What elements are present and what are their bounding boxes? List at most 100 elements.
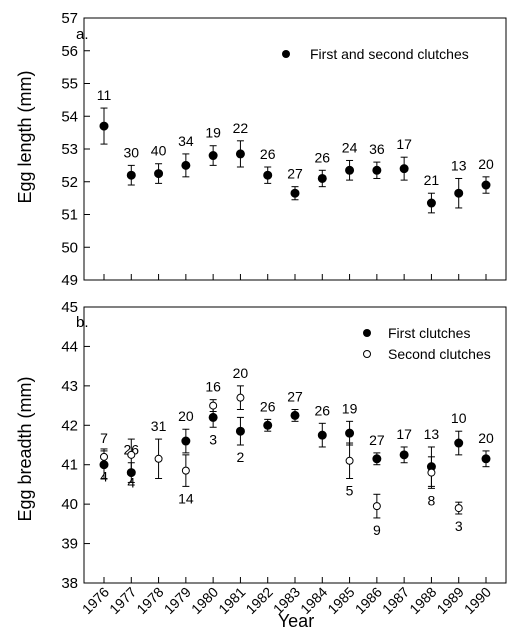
sample-size-label: 40 xyxy=(151,143,167,159)
data-point-open xyxy=(372,502,381,511)
x-tick-label: 1977 xyxy=(106,584,139,617)
x-tick-label: 1982 xyxy=(242,584,275,617)
sample-size-label: 20 xyxy=(478,430,494,446)
data-point-filled xyxy=(399,164,409,174)
sample-size-label: 30 xyxy=(123,144,139,160)
sample-size-label: 26 xyxy=(314,402,330,418)
sample-size-label: 3 xyxy=(209,431,217,447)
data-point-filled xyxy=(126,170,136,180)
sample-size-label: 27 xyxy=(287,166,303,182)
y-tick-label: 49 xyxy=(61,272,78,289)
x-tick-label: 1990 xyxy=(461,584,494,617)
data-point-filled xyxy=(263,420,273,430)
data-point-open xyxy=(427,468,436,477)
y-tick-label: 39 xyxy=(61,536,78,553)
data-point-filled xyxy=(181,436,191,446)
legend-label-second-clutches: Second clutches xyxy=(388,346,491,362)
sample-size-label: 5 xyxy=(346,483,354,499)
panel-b-legend: First clutches Second clutches xyxy=(363,325,491,362)
panel-b-label: b. xyxy=(76,314,89,331)
data-point-filled xyxy=(99,121,109,131)
legend-label-first-clutches: First clutches xyxy=(388,325,470,341)
sample-size-label: 26 xyxy=(260,146,276,162)
data-point-filled xyxy=(345,165,355,175)
legend-open-marker xyxy=(363,350,371,358)
sample-size-label: 19 xyxy=(342,400,358,416)
sample-size-label: 4 xyxy=(100,469,108,485)
sample-size-label: 26 xyxy=(314,149,330,165)
data-point-filled xyxy=(208,412,218,422)
sample-size-label: 20 xyxy=(178,408,194,424)
data-point-filled xyxy=(181,160,191,170)
data-point-open xyxy=(181,466,190,475)
data-point-filled xyxy=(481,180,491,190)
data-point-filled xyxy=(263,170,273,180)
data-point-filled xyxy=(290,410,300,420)
panel-a-label: a. xyxy=(76,26,89,43)
legend-filled-marker xyxy=(282,50,290,58)
data-point-open xyxy=(154,454,163,463)
data-point-open xyxy=(454,504,463,513)
sample-size-label: 19 xyxy=(205,125,221,141)
sample-size-label: 2 xyxy=(237,449,245,465)
legend-label-first-and-second: First and second clutches xyxy=(310,46,469,62)
data-point-open xyxy=(127,450,136,459)
panel-a-y-axis-title: Egg length (mm) xyxy=(15,70,35,203)
data-point-open xyxy=(345,456,354,465)
sample-size-label: 31 xyxy=(151,418,167,434)
data-point-filled xyxy=(208,151,218,161)
y-tick-label: 44 xyxy=(61,338,78,355)
sample-size-label: 13 xyxy=(451,157,467,173)
y-tick-label: 54 xyxy=(61,108,78,125)
y-tick-label: 43 xyxy=(61,378,78,395)
panel-a-legend: First and second clutches xyxy=(282,46,469,62)
sample-size-label: 14 xyxy=(178,490,194,506)
panel-a-egg-length: a. Egg length (mm) First and second clut… xyxy=(15,10,507,289)
data-point-filled xyxy=(372,165,382,175)
sample-size-label: 20 xyxy=(478,156,494,172)
x-tick-label: 1989 xyxy=(433,584,466,617)
y-tick-label: 50 xyxy=(61,239,78,256)
x-tick-label: 1986 xyxy=(352,584,385,617)
y-tick-label: 38 xyxy=(61,575,78,592)
y-tick-label: 55 xyxy=(61,76,78,93)
data-point-filled xyxy=(345,428,355,438)
sample-size-label: 11 xyxy=(97,87,112,103)
data-point-filled xyxy=(454,188,464,198)
sample-size-label: 17 xyxy=(396,426,412,442)
data-point-filled xyxy=(454,438,464,448)
x-tick-label: 1981 xyxy=(215,584,248,617)
data-point-filled xyxy=(235,426,245,436)
x-tick-label: 1987 xyxy=(379,584,412,617)
sample-size-label: 20 xyxy=(233,365,249,381)
sample-size-label: 34 xyxy=(178,133,194,149)
legend-filled-marker xyxy=(363,329,371,337)
panel-b-egg-breadth: b. Egg breadth (mm) First clutches Secon… xyxy=(15,299,507,631)
data-point-filled xyxy=(235,149,245,159)
sample-size-label: 13 xyxy=(424,426,440,442)
y-tick-label: 53 xyxy=(61,141,78,158)
sample-size-label: 27 xyxy=(369,432,385,448)
sample-size-label: 7 xyxy=(100,430,108,446)
data-point-open xyxy=(209,401,218,410)
sample-size-label: 10 xyxy=(451,410,467,426)
x-tick-label: 1980 xyxy=(188,584,221,617)
y-tick-label: 57 xyxy=(61,10,78,27)
sample-size-label: 4 xyxy=(127,475,135,491)
data-point-filled xyxy=(154,169,164,179)
y-tick-label: 42 xyxy=(61,417,78,434)
y-tick-label: 52 xyxy=(61,174,78,191)
data-point-filled xyxy=(372,454,382,464)
data-point-filled xyxy=(317,173,327,183)
y-tick-label: 45 xyxy=(61,299,78,316)
data-point-open xyxy=(236,393,245,402)
y-tick-label: 51 xyxy=(61,207,78,224)
x-tick-label: 1979 xyxy=(161,584,194,617)
sample-size-label: 3 xyxy=(455,518,463,534)
x-tick-label: 1988 xyxy=(406,584,439,617)
data-point-open xyxy=(100,452,108,461)
sample-size-label: 16 xyxy=(205,379,221,395)
sample-size-label: 36 xyxy=(369,141,385,157)
sample-size-label: 21 xyxy=(424,172,440,188)
x-tick-label: 1978 xyxy=(133,584,166,617)
